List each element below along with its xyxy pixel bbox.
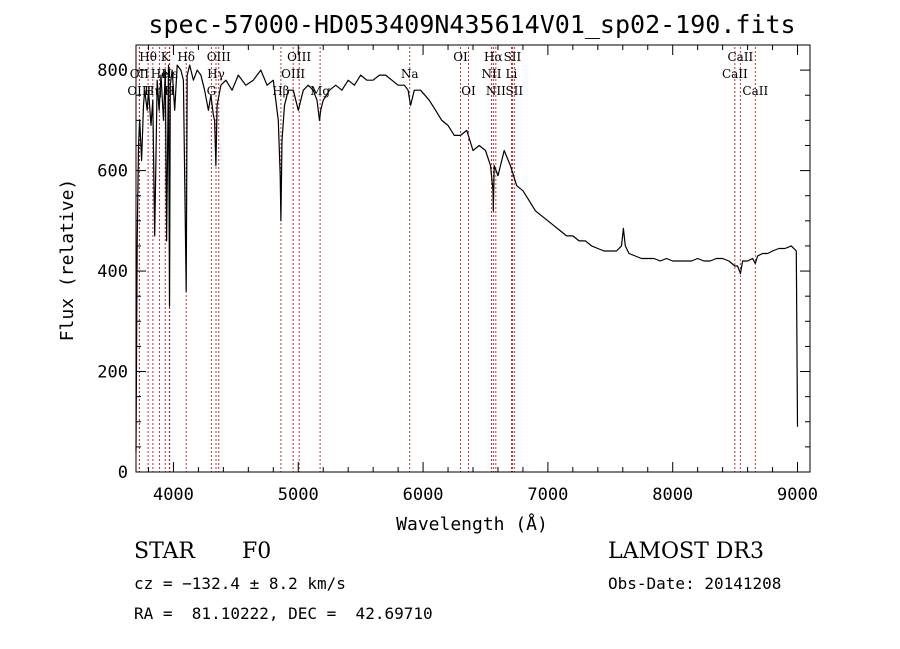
plot-frame [135,44,811,473]
line-marker-label: NII [481,67,501,81]
object-class: STAR [134,539,195,564]
x-tick-label: 5000 [278,485,319,505]
line-marker-label: Hη [144,84,162,98]
y-tick-label: 0 [118,463,128,483]
line-marker-label: CaII [722,67,748,81]
y-tick-label: 800 [97,61,128,81]
line-marker-label: Hε [161,67,178,81]
line-marker-label: NII [486,84,506,98]
y-tick-label: 600 [97,162,128,182]
spectral-subclass: F0 [242,539,272,564]
line-marker-label: Hβ [272,84,289,98]
line-marker-label: CaII [742,84,768,98]
radial-velocity: cz = −132.4 ± 8.2 km/s [134,574,346,593]
survey-name: LAMOST DR3 [608,539,764,564]
x-axis-label: Wavelength (Å) [396,513,548,535]
line-marker-label: OIII [281,67,305,81]
x-tick-label: 6000 [403,485,444,505]
line-marker-label: Hδ [177,50,195,64]
line-marker-label: G [207,84,217,98]
line-marker-label: OIII [287,50,311,64]
x-tick-label: 9000 [777,485,818,505]
line-marker-label: OI [453,50,468,64]
chart-title: spec-57000-HD053409N435614V01_sp02-190.f… [148,10,795,39]
line-marker-label: Hθ [139,50,157,64]
line-marker-label: CaII [727,50,753,64]
line-marker-label: Li [506,67,518,81]
line-marker-label: H [164,84,174,98]
axis-ticks [136,44,810,473]
x-tick-label: 8000 [652,485,693,505]
flux-series-line [135,64,799,452]
line-marker-label: SII [504,50,522,64]
line-marker-label: OI [461,84,476,98]
line-marker-label: Na [401,67,419,81]
x-tick-label: 4000 [153,485,194,505]
y-tick-label: 200 [97,363,128,383]
line-marker-label: He [151,67,169,81]
axis-tick-labels: 4000 5000 6000 7000 8000 9000 0 200 400 600 800 [97,61,818,505]
observation-date: Obs-Date: 20141208 [608,574,782,593]
x-tick-label: 7000 [527,485,568,505]
line-marker-label: OIII [207,50,231,64]
line-marker-label: Hα [484,50,503,64]
line-marker-label: OII [130,67,150,81]
y-axis-label: Flux (relative) [57,179,78,342]
line-marker-label: K [161,50,171,64]
line-marker-label: Hγ [207,67,225,81]
coordinates: RA = 81.10222, DEC = 42.69710 [134,604,433,623]
y-tick-label: 400 [97,262,128,282]
line-marker-label: SII [505,84,523,98]
